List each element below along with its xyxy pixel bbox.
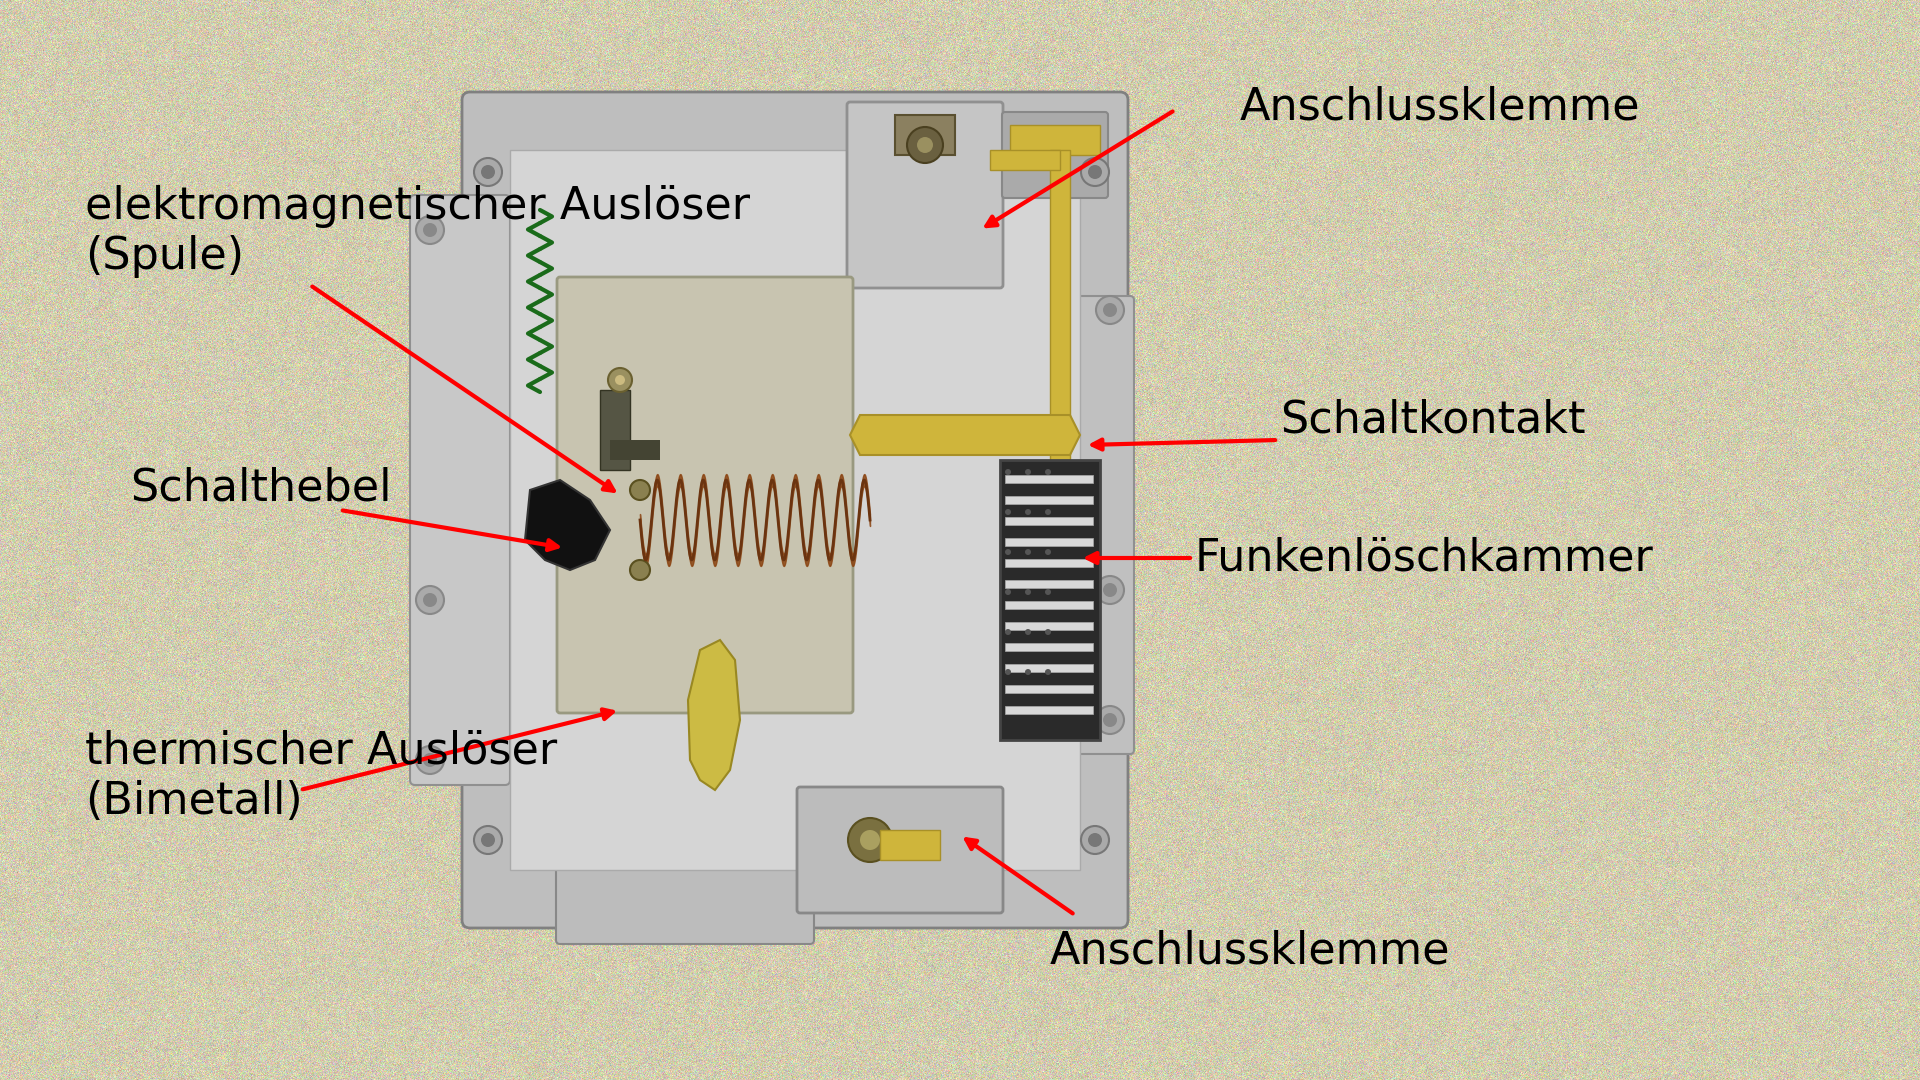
Circle shape xyxy=(1025,509,1031,515)
Circle shape xyxy=(1102,583,1117,597)
Circle shape xyxy=(860,831,879,850)
Circle shape xyxy=(849,818,893,862)
Text: Funkenlöschkammer: Funkenlöschkammer xyxy=(1194,537,1653,580)
Circle shape xyxy=(1081,158,1110,186)
Bar xyxy=(1004,643,1092,651)
Circle shape xyxy=(1044,469,1050,475)
Circle shape xyxy=(1025,669,1031,675)
Circle shape xyxy=(1044,589,1050,595)
FancyBboxPatch shape xyxy=(463,92,1129,928)
Circle shape xyxy=(422,753,438,767)
Text: thermischer Auslöser
(Bimetall): thermischer Auslöser (Bimetall) xyxy=(84,730,557,823)
Circle shape xyxy=(417,586,444,615)
Circle shape xyxy=(1004,509,1012,515)
Circle shape xyxy=(630,480,651,500)
Bar xyxy=(991,150,1060,170)
Text: elektromagnetischer Auslöser
(Spule): elektromagnetischer Auslöser (Spule) xyxy=(84,185,751,278)
Bar xyxy=(879,831,941,860)
Circle shape xyxy=(1025,549,1031,555)
Circle shape xyxy=(474,158,501,186)
Circle shape xyxy=(1044,549,1050,555)
FancyBboxPatch shape xyxy=(797,787,1002,913)
Circle shape xyxy=(1089,165,1102,179)
Bar xyxy=(1004,496,1092,504)
Circle shape xyxy=(1096,576,1123,604)
Circle shape xyxy=(918,137,933,153)
Polygon shape xyxy=(851,415,1079,455)
Circle shape xyxy=(482,165,495,179)
Bar xyxy=(1004,538,1092,546)
Circle shape xyxy=(1025,469,1031,475)
Circle shape xyxy=(1025,629,1031,635)
Circle shape xyxy=(1081,826,1110,854)
Circle shape xyxy=(1096,706,1123,734)
Text: Schaltkontakt: Schaltkontakt xyxy=(1281,399,1586,442)
Text: Schalthebel: Schalthebel xyxy=(131,467,392,510)
Bar xyxy=(1004,622,1092,630)
Bar xyxy=(1000,460,1100,740)
Circle shape xyxy=(614,375,626,384)
Bar xyxy=(511,150,1079,870)
FancyBboxPatch shape xyxy=(1046,296,1135,754)
Bar xyxy=(611,440,660,460)
Bar xyxy=(1004,685,1092,693)
FancyBboxPatch shape xyxy=(557,276,852,713)
FancyBboxPatch shape xyxy=(557,856,814,944)
Circle shape xyxy=(1044,509,1050,515)
Circle shape xyxy=(906,127,943,163)
Circle shape xyxy=(417,216,444,244)
Text: Anschlussklemme: Anschlussklemme xyxy=(1240,85,1640,129)
Bar xyxy=(1004,580,1092,588)
Circle shape xyxy=(1102,713,1117,727)
Bar xyxy=(1050,150,1069,500)
Circle shape xyxy=(1004,549,1012,555)
Circle shape xyxy=(1004,589,1012,595)
Polygon shape xyxy=(524,480,611,570)
Circle shape xyxy=(1044,629,1050,635)
Polygon shape xyxy=(687,640,739,789)
FancyBboxPatch shape xyxy=(847,102,1002,288)
Bar xyxy=(599,390,630,470)
Circle shape xyxy=(609,368,632,392)
Circle shape xyxy=(417,746,444,774)
FancyBboxPatch shape xyxy=(411,195,511,785)
Bar xyxy=(1004,517,1092,525)
Circle shape xyxy=(630,561,651,580)
Text: Anschlussklemme: Anschlussklemme xyxy=(1050,930,1450,973)
Bar xyxy=(895,114,954,156)
Circle shape xyxy=(1096,296,1123,324)
Circle shape xyxy=(1025,589,1031,595)
Circle shape xyxy=(474,826,501,854)
Bar xyxy=(1004,475,1092,483)
Circle shape xyxy=(1004,469,1012,475)
Bar xyxy=(1004,559,1092,567)
Circle shape xyxy=(1004,669,1012,675)
Circle shape xyxy=(1004,629,1012,635)
Circle shape xyxy=(482,833,495,847)
Circle shape xyxy=(1089,833,1102,847)
Bar xyxy=(1010,125,1100,156)
Circle shape xyxy=(422,222,438,237)
Circle shape xyxy=(422,593,438,607)
Circle shape xyxy=(1044,669,1050,675)
Circle shape xyxy=(1102,303,1117,318)
FancyBboxPatch shape xyxy=(1002,112,1108,198)
Bar xyxy=(1004,664,1092,672)
Bar xyxy=(1004,706,1092,714)
Bar xyxy=(1004,600,1092,609)
